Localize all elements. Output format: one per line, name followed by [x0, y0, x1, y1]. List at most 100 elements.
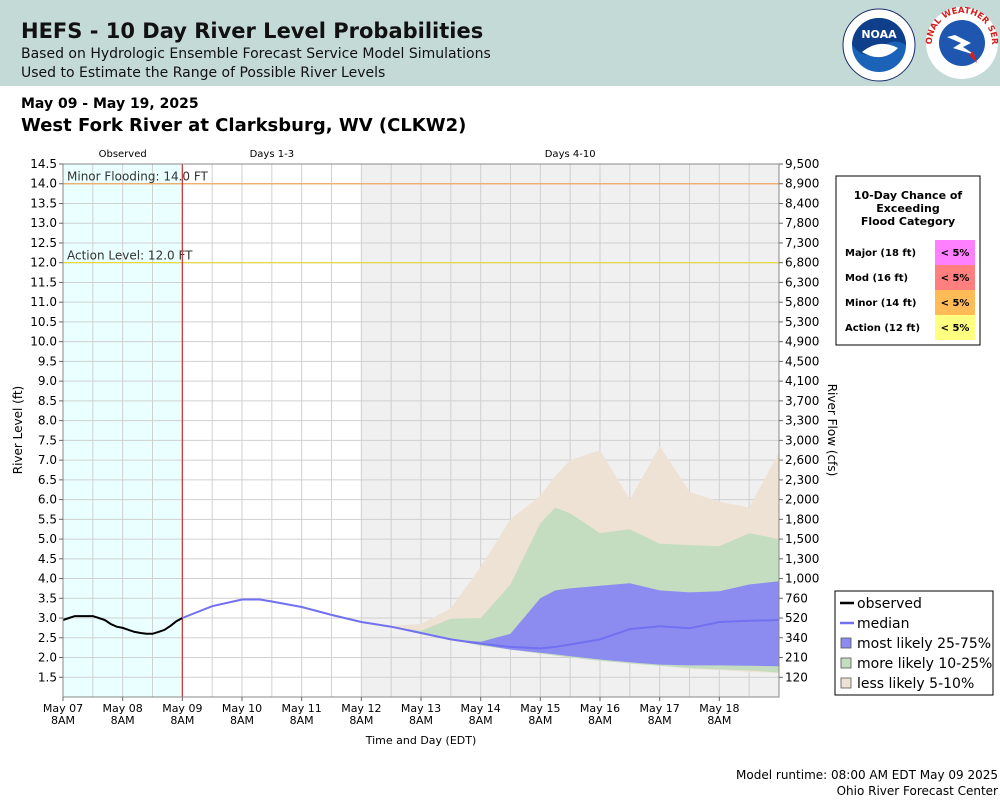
y-axis-title: River Level (ft) [11, 386, 25, 474]
y2-tick-label: 6,300 [785, 275, 819, 289]
y2-tick-label: 1,300 [785, 552, 819, 566]
y2-tick-label: 7,300 [785, 236, 819, 250]
y2-tick-label: 3,300 [785, 414, 819, 428]
exceedance-chance-swatch [935, 240, 975, 265]
legend-box-swatch [840, 637, 852, 649]
exceedance-table-title: Flood Category [861, 215, 955, 228]
exceedance-chance: < 5% [941, 248, 970, 259]
exceedance-chance: < 5% [941, 273, 970, 284]
exceedance-category: Minor (14 ft) [845, 298, 916, 309]
x-axis-title: Time and Day (EDT) [365, 734, 477, 747]
x-tick-label-date: May 09 [162, 702, 202, 715]
y-tick-label: 4.0 [38, 572, 57, 586]
noaa-logo: NOAA [842, 8, 916, 82]
band-25-75-percent [182, 581, 780, 667]
y2-tick-label: 3,000 [785, 433, 819, 447]
y2-tick-label: 2,600 [785, 453, 819, 467]
y2-tick-label: 1,500 [785, 532, 819, 546]
y2-tick-label: 8,400 [785, 196, 819, 210]
exceedance-category: Major (18 ft) [845, 248, 916, 259]
x-tick-label-time: 8AM [349, 714, 373, 727]
y-tick-label: 3.0 [38, 611, 57, 625]
y2-tick-label: 4,900 [785, 335, 819, 349]
x-tick-label-time: 8AM [170, 714, 194, 727]
y-tick-label: 2.5 [38, 631, 57, 645]
y2-tick-label: 7,800 [785, 216, 819, 230]
y-tick-label: 9.0 [38, 374, 57, 388]
x-tick-label-time: 8AM [707, 714, 731, 727]
x-tick-label-time: 8AM [230, 714, 254, 727]
forecast-center: Ohio River Forecast Center [836, 784, 998, 798]
y-tick-label: 10.5 [30, 315, 57, 329]
hefs-chart: Minor Flooding: 14.0 FT Action Level: 12.… [11, 149, 994, 747]
y2-tick-label: 210 [785, 651, 808, 665]
y-tick-label: 9.5 [38, 354, 57, 368]
y-tick-label: 11.0 [30, 295, 57, 309]
model-runtime: Model runtime: 08:00 AM EDT May 09 2025 [736, 768, 998, 782]
period-label-days-1-3: Days 1-3 [250, 149, 294, 160]
exceedance-table-title: 10-Day Chance of [854, 189, 963, 202]
exceedance-chance-swatch [935, 265, 975, 290]
y-tick-label: 6.5 [38, 473, 57, 487]
exceedance-category: Action (12 ft) [845, 323, 920, 334]
y-tick-label: 3.5 [38, 591, 57, 605]
exceedance-category: Mod (16 ft) [845, 273, 908, 284]
y-tick-label: 13.0 [30, 216, 57, 230]
y2-tick-label: 3,700 [785, 394, 819, 408]
x-tick-label-date: May 12 [341, 702, 381, 715]
y2-tick-label: 2,300 [785, 473, 819, 487]
nws-logo: NATIONAL WEATHER SERVICE [925, 3, 999, 79]
y2-tick-label: 4,100 [785, 374, 819, 388]
chart-legend [834, 590, 994, 696]
y-tick-label: 8.0 [38, 414, 57, 428]
observed-line [62, 615, 183, 635]
station-name: West Fork River at Clarksburg, WV (CLKW2… [21, 115, 467, 136]
legend-label: median [857, 616, 909, 632]
legend-box-swatch [840, 657, 852, 669]
y2-tick-label: 1,000 [785, 572, 819, 586]
x-tick-label-time: 8AM [469, 714, 493, 727]
y-tick-label: 6.0 [38, 493, 57, 507]
y2-tick-label: 6,800 [785, 256, 819, 270]
x-tick-label-date: May 18 [699, 702, 739, 715]
y-tick-label: 13.5 [30, 196, 57, 210]
x-tick-label-time: 8AM [409, 714, 433, 727]
page-header: HEFS - 10 Day River Level Probabilities … [0, 0, 1000, 86]
y-tick-label: 7.0 [38, 453, 57, 467]
y-tick-label: 5.0 [38, 532, 57, 546]
x-tick-label-date: May 14 [461, 702, 501, 715]
y-tick-label: 7.5 [38, 433, 57, 447]
threshold-label-action: Action Level: 12.0 FT [67, 249, 193, 263]
y-tick-label: 12.0 [30, 256, 57, 270]
y-tick-label: 8.5 [38, 394, 57, 408]
exceedance-chance-swatch [935, 290, 975, 315]
x-tick-label-date: May 10 [222, 702, 262, 715]
exceedance-chance: < 5% [941, 298, 970, 309]
y-tick-label: 10.0 [30, 335, 57, 349]
period-label-observed: Observed [99, 149, 147, 160]
x-tick-label-time: 8AM [111, 714, 135, 727]
x-tick-label-date: May 11 [282, 702, 322, 715]
date-range: May 09 - May 19, 2025 [21, 96, 199, 112]
y2-tick-label: 1,800 [785, 512, 819, 526]
x-tick-label-date: May 07 [43, 702, 83, 715]
period-label-days-4-10: Days 4-10 [545, 149, 596, 160]
y2-tick-label: 4,500 [785, 354, 819, 368]
x-tick-label-time: 8AM [588, 714, 612, 727]
y-tick-label: 14.0 [30, 177, 57, 191]
legend-label: more likely 10-25% [857, 656, 992, 672]
y-tick-label: 1.5 [38, 670, 57, 684]
y-tick-label: 12.5 [30, 236, 57, 250]
y2-tick-label: 8,900 [785, 177, 819, 191]
y-tick-label: 11.5 [30, 275, 57, 289]
page-subtitle-model: Based on Hydrologic Ensemble Forecast Se… [21, 46, 491, 62]
exceedance-chance-swatch [935, 315, 975, 340]
x-tick-label-date: May 08 [103, 702, 143, 715]
x-tick-label-date: May 17 [640, 702, 680, 715]
y2-tick-label: 9,500 [785, 157, 819, 171]
x-tick-label-time: 8AM [648, 714, 672, 727]
legend-label: less likely 5-10% [857, 676, 974, 692]
x-tick-label-date: May 13 [401, 702, 441, 715]
y2-tick-label: 120 [785, 670, 808, 684]
legend-label: most likely 25-75% [857, 636, 991, 652]
